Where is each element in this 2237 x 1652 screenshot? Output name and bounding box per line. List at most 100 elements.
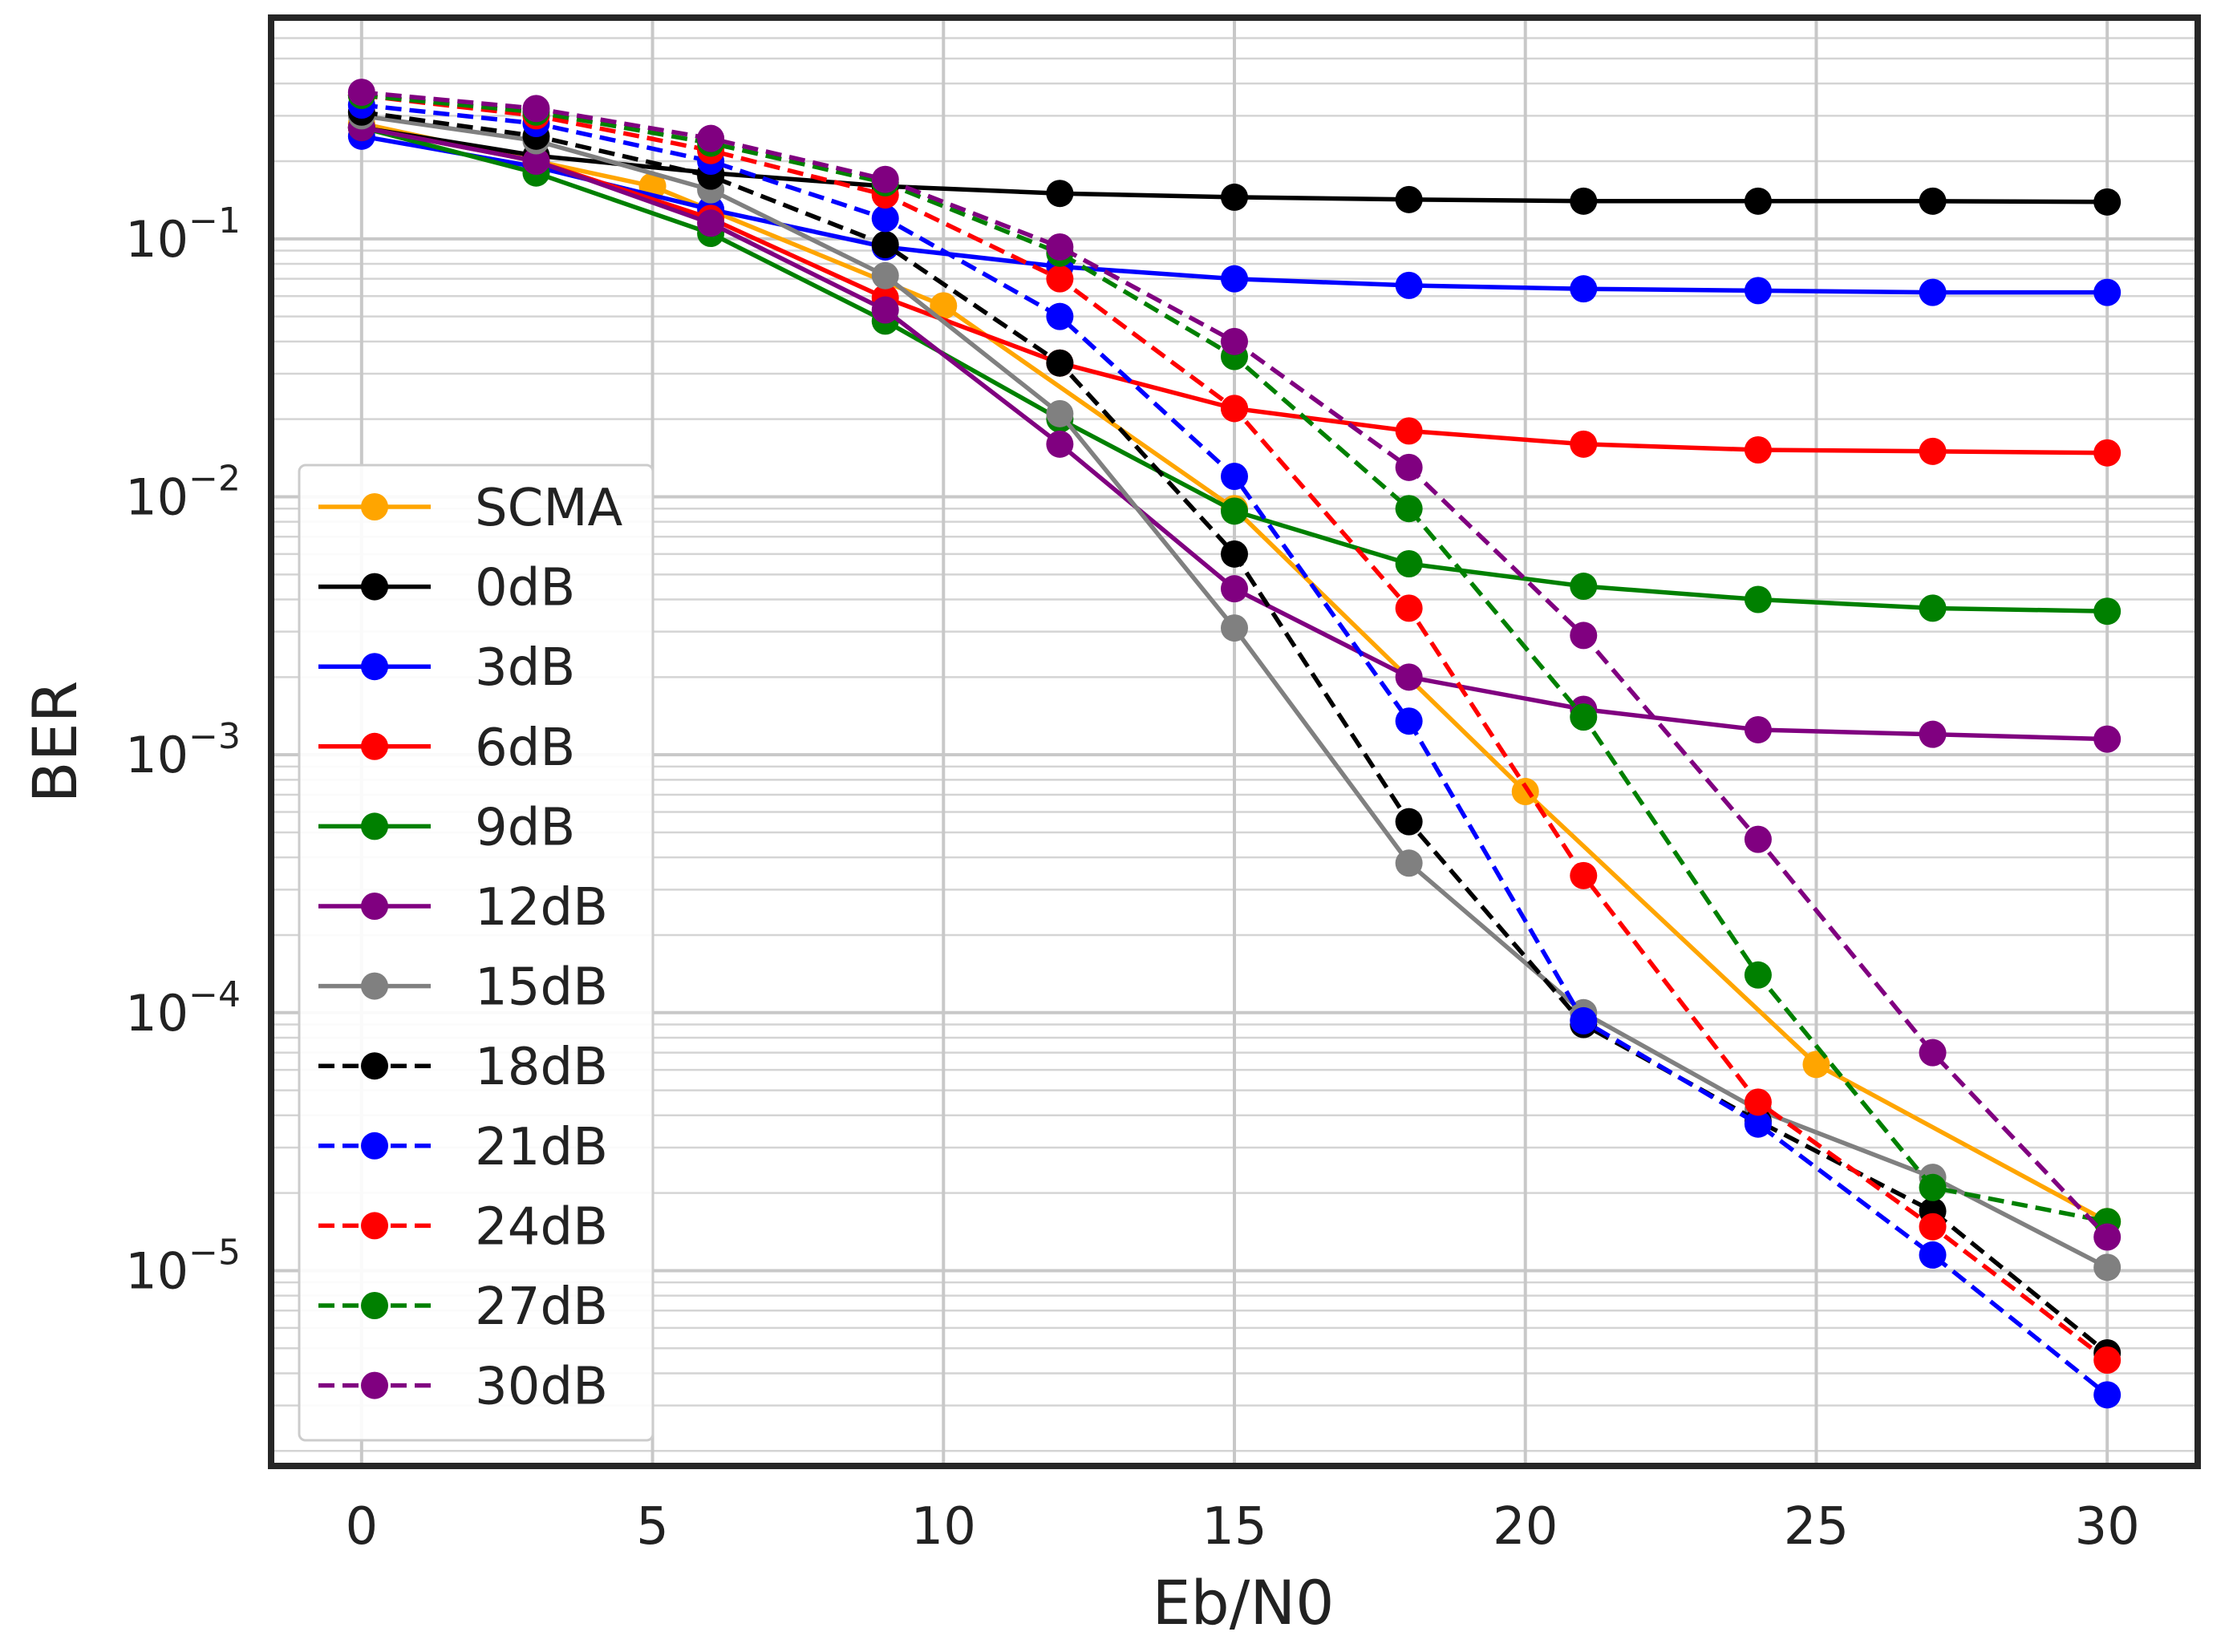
data-point-27dB xyxy=(1919,1173,1947,1201)
y-axis-ticks: 10−110−210−310−410−5 xyxy=(125,200,241,1301)
data-point-3dB xyxy=(1570,275,1598,303)
y-tick-exponent: −2 xyxy=(188,458,241,499)
data-point-24dB xyxy=(1570,861,1598,889)
y-tick-exponent: −1 xyxy=(188,200,241,241)
data-point-3dB xyxy=(1919,278,1947,306)
data-point-30dB xyxy=(2093,1223,2122,1251)
data-point-12dB xyxy=(1919,720,1947,748)
data-point-3dB xyxy=(1395,271,1423,299)
legend-label: 0dB xyxy=(475,559,575,618)
data-point-9dB xyxy=(2093,597,2122,626)
x-tick-label: 30 xyxy=(2074,1497,2139,1557)
y-tick-label: 10−4 xyxy=(125,974,241,1043)
data-point-30dB xyxy=(1919,1039,1947,1067)
x-axis-ticks: 0 5 10 15 20 25 30 xyxy=(345,1497,2139,1557)
data-point-21dB xyxy=(1221,463,1248,491)
legend-marker-18dB xyxy=(361,1052,388,1080)
data-point-9dB xyxy=(1919,594,1947,622)
data-point-6dB xyxy=(1570,430,1598,458)
series-layer xyxy=(347,79,2122,1409)
data-point-30dB xyxy=(1221,327,1248,355)
data-point-0dB xyxy=(1395,185,1423,213)
data-point-18dB xyxy=(1046,349,1074,377)
data-point-18dB xyxy=(871,230,899,258)
data-point-12dB xyxy=(1744,715,1772,743)
data-point-0dB xyxy=(2093,188,2122,216)
y-tick-exponent: −5 xyxy=(188,1232,241,1273)
legend-label: 30dB xyxy=(475,1358,608,1417)
data-point-24dB xyxy=(1221,395,1248,423)
data-point-21dB xyxy=(2093,1381,2122,1409)
legend-label: 3dB xyxy=(475,638,575,698)
data-point-9dB xyxy=(1395,550,1423,578)
data-point-12dB xyxy=(1221,575,1248,603)
data-point-30dB xyxy=(697,124,725,152)
legend-marker-3dB xyxy=(361,653,388,681)
legend-marker-24dB xyxy=(361,1212,388,1240)
legend-marker-9dB xyxy=(361,812,388,840)
x-tick-label: 25 xyxy=(1784,1497,1849,1557)
data-point-3dB xyxy=(2093,278,2122,306)
data-point-27dB xyxy=(1395,495,1423,523)
y-tick-exponent: −3 xyxy=(188,716,241,757)
data-point-24dB xyxy=(1744,1088,1772,1116)
y-tick-label: 10−1 xyxy=(125,200,241,269)
plot-frame xyxy=(268,14,2201,1469)
x-tick-label: 0 xyxy=(345,1497,378,1557)
data-point-SCMA xyxy=(1511,778,1539,806)
data-point-30dB xyxy=(1395,453,1423,481)
legend-label: 21dB xyxy=(475,1118,608,1177)
y-tick-base: 10 xyxy=(125,468,188,526)
data-point-15dB xyxy=(871,261,899,290)
legend-label: 15dB xyxy=(475,958,608,1018)
data-point-21dB xyxy=(1395,707,1423,735)
legend-label: 27dB xyxy=(475,1277,608,1337)
data-point-0dB xyxy=(1221,183,1248,211)
legend-marker-6dB xyxy=(361,732,388,760)
y-tick-label: 10−3 xyxy=(125,716,241,784)
data-point-SCMA xyxy=(930,292,958,320)
data-point-21dB xyxy=(1919,1241,1947,1269)
data-point-9dB xyxy=(1570,573,1598,601)
data-point-12dB xyxy=(871,296,899,324)
legend-marker-SCMA xyxy=(361,493,388,520)
data-point-6dB xyxy=(1744,435,1772,464)
legend-box xyxy=(298,464,654,1442)
data-point-30dB xyxy=(1046,233,1074,261)
series-30dB xyxy=(347,79,2122,1251)
data-point-30dB xyxy=(522,95,550,123)
x-tick-label: 5 xyxy=(636,1497,669,1557)
y-tick-base: 10 xyxy=(125,984,188,1043)
series-21dB xyxy=(347,91,2122,1409)
data-point-30dB xyxy=(871,165,899,193)
data-point-12dB xyxy=(1395,663,1423,691)
legend-label: 18dB xyxy=(475,1038,608,1097)
legend-marker-21dB xyxy=(361,1132,388,1160)
legend-label: 24dB xyxy=(475,1197,608,1257)
x-tick-label: 10 xyxy=(911,1497,976,1557)
data-point-9dB xyxy=(1744,585,1772,613)
legend-marker-0dB xyxy=(361,573,388,601)
data-point-3dB xyxy=(1744,277,1772,305)
legend: SCMA 0dB 3dB 6dB 9dB 12dB 15dB 18dB 21dB 24dB 27dB… xyxy=(298,464,654,1442)
legend-marker-15dB xyxy=(361,972,388,1000)
data-point-0dB xyxy=(1744,187,1772,215)
legend-label: 9dB xyxy=(475,798,575,857)
y-tick-base: 10 xyxy=(125,1241,188,1300)
data-point-3dB xyxy=(1221,265,1248,293)
data-point-9dB xyxy=(1221,497,1248,525)
legend-marker-30dB xyxy=(361,1371,388,1399)
data-point-18dB xyxy=(1395,808,1423,836)
data-point-24dB xyxy=(1395,594,1423,622)
legend-marker-27dB xyxy=(361,1292,388,1319)
data-point-12dB xyxy=(697,209,725,237)
x-tick-label: 15 xyxy=(1202,1497,1266,1557)
data-point-0dB xyxy=(1046,180,1074,208)
y-tick-base: 10 xyxy=(125,210,188,269)
y-tick-exponent: −4 xyxy=(188,974,241,1015)
data-point-0dB xyxy=(1919,187,1947,215)
data-point-21dB xyxy=(1046,302,1074,330)
data-point-18dB xyxy=(1221,540,1248,568)
data-point-15dB xyxy=(2093,1253,2122,1282)
